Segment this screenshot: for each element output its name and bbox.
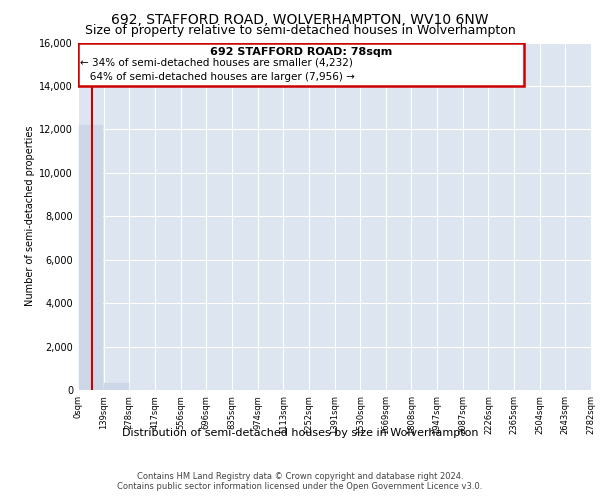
Text: 692 STAFFORD ROAD: 78sqm: 692 STAFFORD ROAD: 78sqm (210, 47, 392, 57)
Bar (104, 382, 128, 390)
Text: Contains HM Land Registry data © Crown copyright and database right 2024.: Contains HM Land Registry data © Crown c… (137, 472, 463, 481)
Text: Distribution of semi-detached houses by size in Wolverhampton: Distribution of semi-detached houses by … (122, 428, 478, 438)
Text: 64% of semi-detached houses are larger (7,956) →: 64% of semi-detached houses are larger (… (80, 72, 355, 82)
Bar (79, 126, 103, 390)
Text: ← 34% of semi-detached houses are smaller (4,232): ← 34% of semi-detached houses are smalle… (80, 58, 353, 68)
Text: 692, STAFFORD ROAD, WOLVERHAMPTON, WV10 6NW: 692, STAFFORD ROAD, WOLVERHAMPTON, WV10 … (111, 12, 489, 26)
Y-axis label: Number of semi-detached properties: Number of semi-detached properties (25, 126, 35, 306)
Text: Contains public sector information licensed under the Open Government Licence v3: Contains public sector information licen… (118, 482, 482, 491)
Text: Size of property relative to semi-detached houses in Wolverhampton: Size of property relative to semi-detach… (85, 24, 515, 37)
FancyBboxPatch shape (79, 42, 524, 86)
